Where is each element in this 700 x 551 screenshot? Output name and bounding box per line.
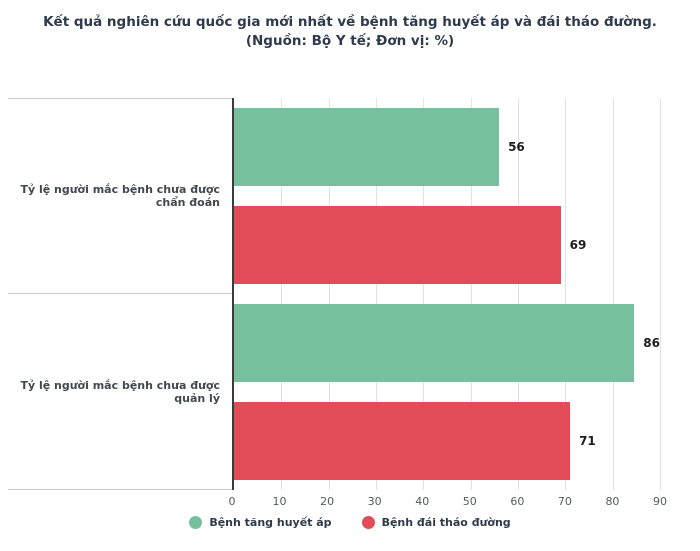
category-axis: Tỷ lệ người mắc bệnh chưa được chẩn đoán… — [0, 98, 232, 490]
chart-title-line1: Kết quả nghiên cứu quốc gia mới nhất về … — [43, 14, 657, 30]
legend-marker-red-icon — [361, 516, 375, 529]
gridline — [612, 98, 614, 490]
bar-series0-group1[interactable] — [234, 304, 635, 382]
category-label-undiagnosed: Tỷ lệ người mắc bệnh chưa được chẩn đoán — [20, 183, 220, 209]
gridline — [565, 98, 567, 490]
legend-item-diabetes[interactable]: Bệnh đái tháo đường — [361, 516, 511, 529]
gridline — [470, 98, 472, 490]
gridline — [375, 98, 377, 490]
x-tick-label: 0 — [228, 495, 236, 508]
x-tick-label: 10 — [272, 495, 287, 508]
bar-group: 86 71 — [234, 294, 660, 490]
bar-group: 56 69 — [234, 98, 660, 294]
bar-row: 69 — [234, 196, 660, 294]
x-tick-label: 70 — [557, 495, 572, 508]
axis-tick-line — [8, 489, 232, 490]
x-tick-label: 60 — [510, 495, 525, 508]
bar-row: 71 — [234, 392, 660, 490]
chart-title: Kết quả nghiên cứu quốc gia mới nhất về … — [0, 0, 700, 51]
axis-tick-line — [8, 98, 232, 99]
legend-item-hypertension[interactable]: Bệnh tăng huyết áp — [189, 516, 332, 529]
chart-title-line2: (Nguồn: Bộ Y tế; Đơn vị: %) — [245, 32, 455, 49]
category-label-unmanaged: Tỷ lệ người mắc bệnh chưa được quản lý — [20, 379, 220, 405]
bar-value-label: 71 — [579, 434, 596, 448]
bar-series1-group1[interactable] — [234, 402, 571, 480]
bar-value-label: 86 — [643, 336, 660, 350]
x-tick-label: 90 — [653, 495, 667, 508]
gridline — [517, 98, 519, 490]
gridline — [423, 98, 425, 490]
bar-value-label: 56 — [508, 140, 525, 154]
legend-label-diabetes: Bệnh đái tháo đường — [381, 516, 511, 529]
gridline — [660, 98, 661, 490]
x-tick-label: 50 — [462, 495, 477, 508]
x-tick-label: 30 — [367, 495, 382, 508]
x-tick-label: 80 — [605, 495, 620, 508]
bar-series1-group0[interactable] — [234, 206, 561, 284]
legend-marker-green-icon — [189, 516, 203, 529]
x-tick-label: 20 — [320, 495, 335, 508]
x-axis-labels: 0 10 20 30 40 50 60 70 80 90 — [228, 490, 668, 510]
bar-row: 86 — [234, 294, 660, 392]
gridline — [328, 98, 330, 490]
legend-label-hypertension: Bệnh tăng huyết áp — [209, 516, 332, 529]
bar-value-label: 69 — [569, 238, 587, 252]
gridline — [281, 98, 283, 490]
plot-area: 56 69 86 71 — [232, 98, 661, 490]
bar-row: 56 — [234, 98, 660, 196]
legend: Bệnh tăng huyết áp Bệnh đái tháo đường — [0, 516, 700, 529]
bar-chart: Tỷ lệ người mắc bệnh chưa được chẩn đoán… — [0, 98, 700, 508]
axis-tick-line — [8, 293, 232, 294]
bar-series0-group0[interactable] — [234, 108, 500, 186]
x-tick-label: 40 — [415, 495, 430, 508]
